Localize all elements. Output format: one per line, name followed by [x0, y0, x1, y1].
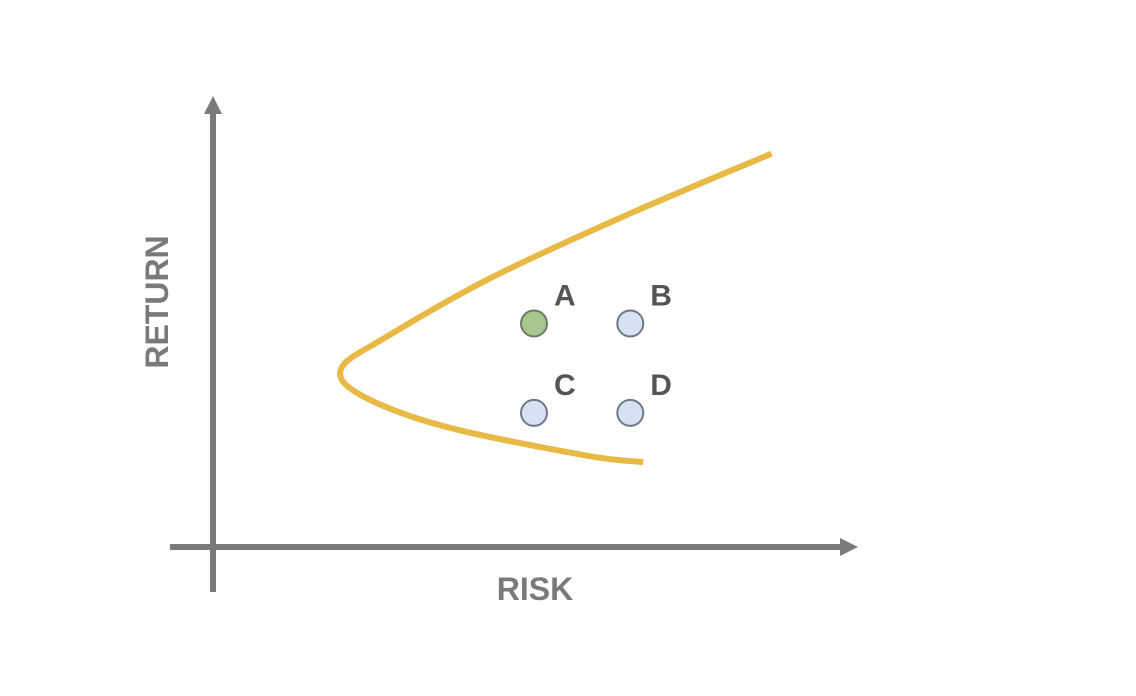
point-label-b: B — [650, 280, 672, 313]
axes — [170, 96, 858, 592]
x-axis-arrowhead — [840, 538, 858, 556]
point-b — [616, 309, 645, 338]
y-axis-title: RETURN — [139, 235, 175, 368]
efficient-frontier-curve — [337, 150, 773, 466]
y-axis-arrowhead — [204, 96, 222, 114]
point-a — [520, 309, 548, 338]
point-c — [520, 398, 548, 427]
points-group: A B C D — [520, 280, 672, 427]
point-label-a: A — [554, 280, 576, 313]
point-label-c: C — [554, 369, 576, 402]
point-d — [616, 398, 645, 427]
x-axis-title: RISK — [497, 571, 573, 607]
point-label-d: D — [650, 369, 672, 402]
